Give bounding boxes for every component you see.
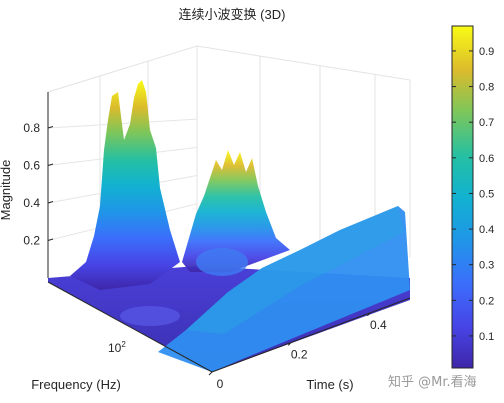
watermark: 知乎 @Mr.看海 — [388, 375, 477, 390]
y-tick-label: 102 — [108, 340, 126, 355]
colorbar-tick-label: 0.3 — [479, 260, 494, 272]
cwt-surface — [48, 80, 410, 372]
z-axis-label: Magnitude — [0, 160, 13, 221]
z-tick-label: 0.4 — [23, 196, 40, 210]
colorbar-frame — [451, 25, 474, 369]
colorbar-tick-label: 0.5 — [479, 188, 494, 200]
z-tick — [47, 163, 54, 166]
z-tick-label: 0.8 — [23, 121, 40, 135]
y-tick-base: 10 — [108, 341, 122, 355]
z-gridline — [47, 118, 198, 129]
x-axis-line — [211, 297, 411, 373]
z-tick — [47, 126, 54, 129]
surface-hill-front — [120, 306, 180, 326]
surface-hill — [196, 248, 248, 276]
surface-ridge-mid — [182, 150, 290, 272]
colorbar-ticks: 0.1 0.2 0.3 0.4 0.5 0.6 0.7 0.8 0.9 — [452, 46, 494, 343]
colorbar-gradient — [452, 26, 473, 368]
colorbar-tick-label: 0.4 — [479, 224, 494, 236]
y-axis-label: Frequency (Hz) — [31, 377, 121, 392]
colorbar-tick-label: 0.9 — [479, 46, 494, 58]
surface-ridge-early — [70, 80, 180, 290]
x-tick-label: 0 — [217, 377, 224, 391]
colorbar-tick-label: 0.8 — [479, 82, 494, 94]
z-tick-label: 0.2 — [23, 234, 40, 248]
x-tick — [287, 342, 292, 346]
z-tick — [47, 238, 54, 241]
x-tick — [367, 312, 371, 317]
colorbar-tick-label: 0.7 — [479, 117, 494, 129]
colorbar-tick-label: 0.2 — [479, 295, 494, 307]
y-axis-line — [47, 281, 213, 373]
x-axis-label: Time (s) — [306, 377, 353, 392]
z-tick — [47, 201, 54, 204]
axis-ticks: 0.2 0.4 0.6 0.8 0 0.2 0.4 — [23, 121, 387, 391]
colorbar: 0.1 0.2 0.3 0.4 0.5 0.6 0.7 0.8 0.9 — [451, 25, 494, 369]
x-tick-label: 0.4 — [370, 318, 387, 332]
z-tick-label: 0.6 — [23, 159, 40, 173]
x-tick — [208, 371, 213, 376]
x-tick-label: 0.2 — [291, 347, 308, 361]
axes-box — [47, 45, 411, 278]
chart-title: 连续小波变换 (3D) — [179, 7, 286, 22]
colorbar-tick-label: 0.1 — [479, 331, 494, 343]
surface-band-shading — [186, 206, 404, 334]
y-tick-exponent: 2 — [121, 340, 126, 349]
colorbar-tick-label: 0.6 — [479, 153, 494, 165]
